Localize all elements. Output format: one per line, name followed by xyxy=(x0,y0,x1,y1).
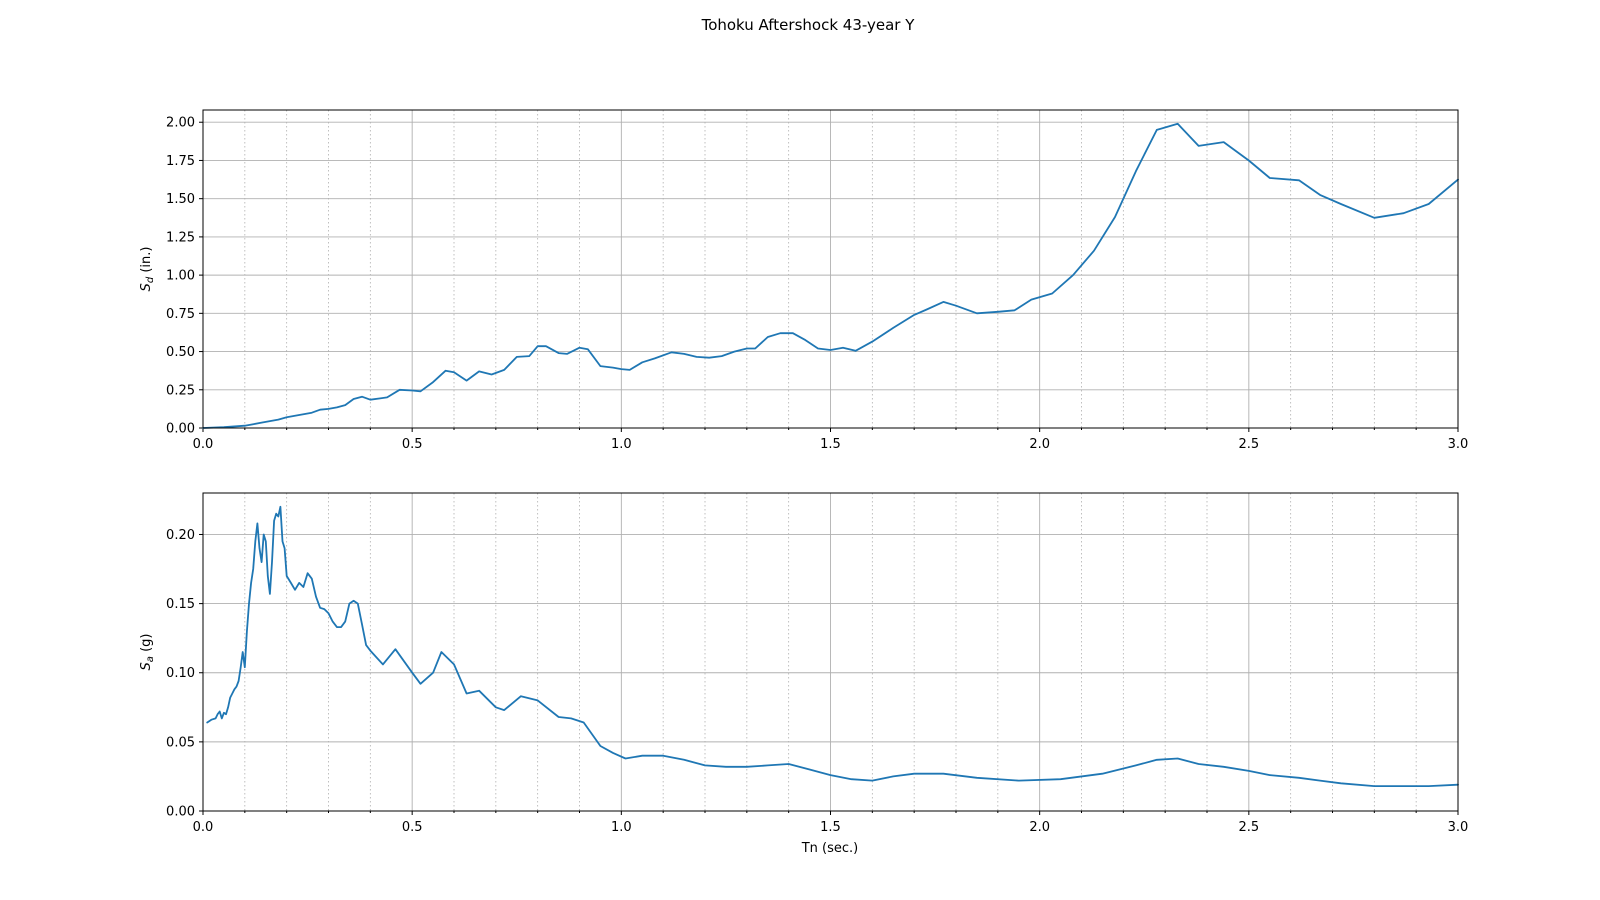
top-ticks: 0.0 0.5 1.0 1.5 2.0 2.5 3.0 0.00 0.25 0.50 0.75 1.0… xyxy=(166,116,1468,452)
bottom-series xyxy=(206,505,1459,787)
top-ytick-label: 2.00 xyxy=(166,116,195,131)
top-xtick-label: 1.5 xyxy=(820,437,841,452)
top-axes-frame xyxy=(202,109,1459,429)
bottom-xlabel: Tn (sec.) xyxy=(801,841,859,856)
top-subplot: 0.0 0.5 1.0 1.5 2.0 2.5 3.0 0.00 0.25 0.50 0.75 1.0… xyxy=(139,109,1468,452)
bottom-ylabel-subscript: a xyxy=(145,656,156,662)
top-xtick-label: 0.0 xyxy=(193,437,214,452)
bottom-ytick-label: 0.00 xyxy=(166,805,195,820)
top-ylabel-unit: (in.) xyxy=(139,247,154,277)
top-ytick-label: 0.50 xyxy=(166,345,195,360)
bottom-xtick-label: 0.0 xyxy=(193,820,214,835)
top-ytick-label: 1.75 xyxy=(166,154,195,169)
top-ytick-label: 0.75 xyxy=(166,307,195,322)
top-ytick-label: 1.50 xyxy=(166,192,195,207)
top-series xyxy=(202,122,1459,429)
top-xtick-label: 2.5 xyxy=(1238,437,1259,452)
bottom-ytick-label: 0.15 xyxy=(166,597,195,612)
figure-title: Tohoku Aftershock 43-year Y xyxy=(701,16,916,34)
bottom-xtick-label: 2.5 xyxy=(1238,820,1259,835)
bottom-axes-frame xyxy=(202,492,1459,812)
bottom-ytick-label: 0.20 xyxy=(166,528,195,543)
bottom-xtick-label: 1.5 xyxy=(820,820,841,835)
top-xtick-label: 2.0 xyxy=(1029,437,1050,452)
top-ylabel: Sd (in.) xyxy=(139,247,156,292)
bottom-ylabel-unit: (g) xyxy=(139,634,154,657)
top-xtick-label: 3.0 xyxy=(1448,437,1469,452)
bottom-xtick-label: 0.5 xyxy=(402,820,423,835)
top-xtick-label: 1.0 xyxy=(611,437,632,452)
top-ytick-label: 0.00 xyxy=(166,422,195,437)
bottom-xtick-label: 1.0 xyxy=(611,820,632,835)
bottom-xtick-label: 2.0 xyxy=(1029,820,1050,835)
bottom-ytick-label: 0.05 xyxy=(166,735,195,750)
top-xtick-label: 0.5 xyxy=(402,437,423,452)
bottom-ytick-label: 0.10 xyxy=(166,666,195,681)
top-ylabel-subscript: d xyxy=(145,276,156,283)
top-ylabel-symbol: S xyxy=(139,283,154,291)
bottom-ylabel-symbol: S xyxy=(139,662,154,670)
bottom-xtick-label: 3.0 xyxy=(1448,820,1469,835)
top-series-line xyxy=(202,122,1459,429)
top-ytick-label: 1.00 xyxy=(166,269,195,284)
bottom-ticks: 0.0 0.5 1.0 1.5 2.0 2.5 3.0 0.00 0.05 0.10 0.15 0.2… xyxy=(166,528,1468,835)
bottom-ylabel: Sa (g) xyxy=(139,634,156,671)
top-ytick-label: 0.25 xyxy=(166,383,195,398)
bottom-subplot: 0.0 0.5 1.0 1.5 2.0 2.5 3.0 0.00 0.05 0.10 0.15 0.2… xyxy=(139,492,1468,856)
top-ytick-label: 1.25 xyxy=(166,230,195,245)
bottom-series-line xyxy=(206,505,1459,787)
